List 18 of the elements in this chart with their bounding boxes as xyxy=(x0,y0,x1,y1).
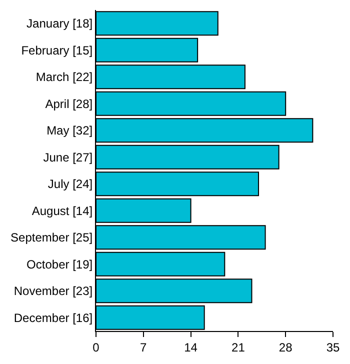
y-tick-label: September [25] xyxy=(10,230,93,245)
x-tick-label: 7 xyxy=(140,340,148,354)
y-tick-label: August [14] xyxy=(32,204,93,218)
x-tick-label: 35 xyxy=(326,340,340,354)
y-tick-label: January [18] xyxy=(26,16,93,31)
y-tick-label: May [32] xyxy=(46,124,93,138)
y-tick-label: February [15] xyxy=(21,43,93,58)
y-tick-label: December [16] xyxy=(14,310,93,325)
x-tick-label: 21 xyxy=(232,340,246,354)
x-tick-label: 0 xyxy=(92,340,100,354)
y-tick-label: July [24] xyxy=(48,177,93,192)
x-tick-label: 14 xyxy=(184,340,198,354)
y-tick-label: March [22] xyxy=(36,70,93,84)
x-tick-label: 28 xyxy=(278,340,293,354)
y-tick-label: November [23] xyxy=(14,284,93,298)
y-tick-label: June [27] xyxy=(43,150,93,164)
y-tick-label: April [28] xyxy=(45,96,93,111)
y-tick-label: October [19] xyxy=(26,257,93,272)
